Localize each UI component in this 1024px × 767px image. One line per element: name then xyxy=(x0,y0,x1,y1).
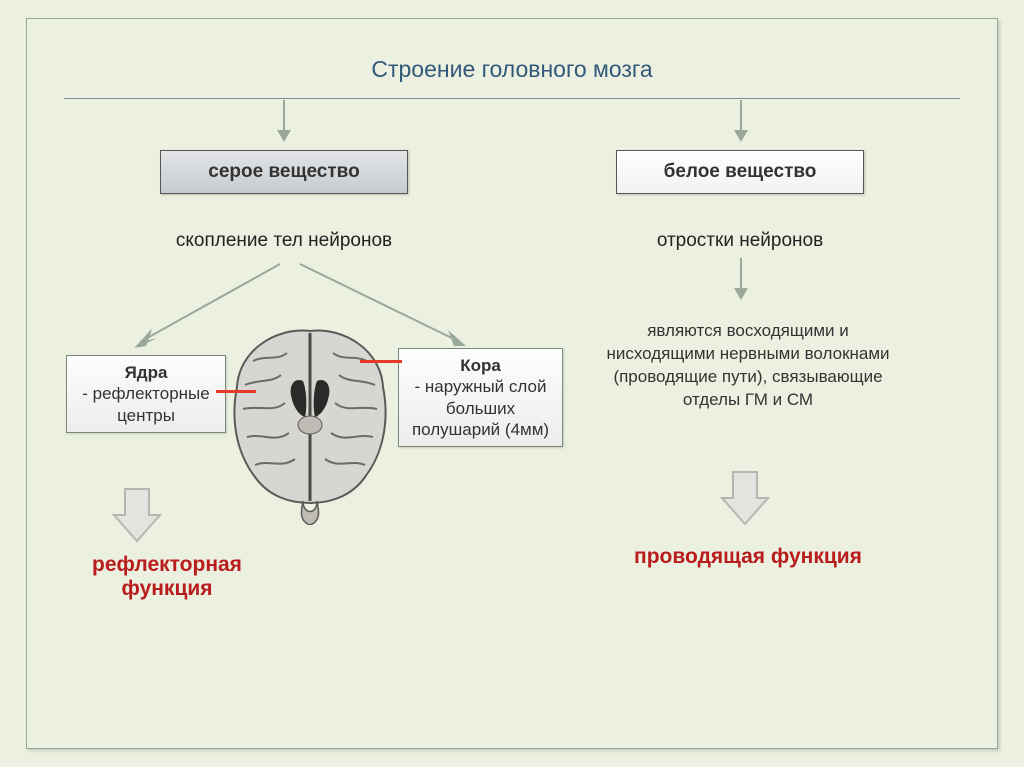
arrow-to-white xyxy=(740,100,742,140)
white-matter-box: белое вещество xyxy=(616,150,864,194)
block-arrow-left xyxy=(110,485,164,545)
white-matter-label: белое вещество xyxy=(664,161,817,183)
nuclei-desc: - рефлекторные центры xyxy=(75,383,217,426)
red-line-left xyxy=(216,390,256,393)
gray-matter-label: серое вещество xyxy=(208,161,359,183)
nuclei-title: Ядра xyxy=(75,362,217,383)
white-desc: являются восходящими и нисходящими нервн… xyxy=(598,320,898,412)
gray-matter-box: серое вещество xyxy=(160,150,408,194)
arrow-white-1 xyxy=(740,258,742,298)
gray-subtitle: скопление тел нейронов xyxy=(140,230,428,252)
arrow-to-gray xyxy=(283,100,285,140)
reflex-function: рефлекторная функция xyxy=(52,553,282,601)
conducting-function: проводящая функция xyxy=(588,545,908,569)
cortex-title: Кора xyxy=(407,355,554,376)
block-arrow-right xyxy=(718,468,772,528)
title-underline xyxy=(64,98,960,99)
cortex-box: Кора - наружный слой больших полушарий (… xyxy=(398,348,563,447)
white-subtitle: отростки нейронов xyxy=(600,230,880,252)
brain-image xyxy=(225,325,395,525)
nuclei-box: Ядра - рефлекторные центры xyxy=(66,355,226,433)
red-line-right xyxy=(360,360,402,363)
cortex-desc: - наружный слой больших полушарий (4мм) xyxy=(407,376,554,440)
page-title: Строение головного мозга xyxy=(0,56,1024,83)
